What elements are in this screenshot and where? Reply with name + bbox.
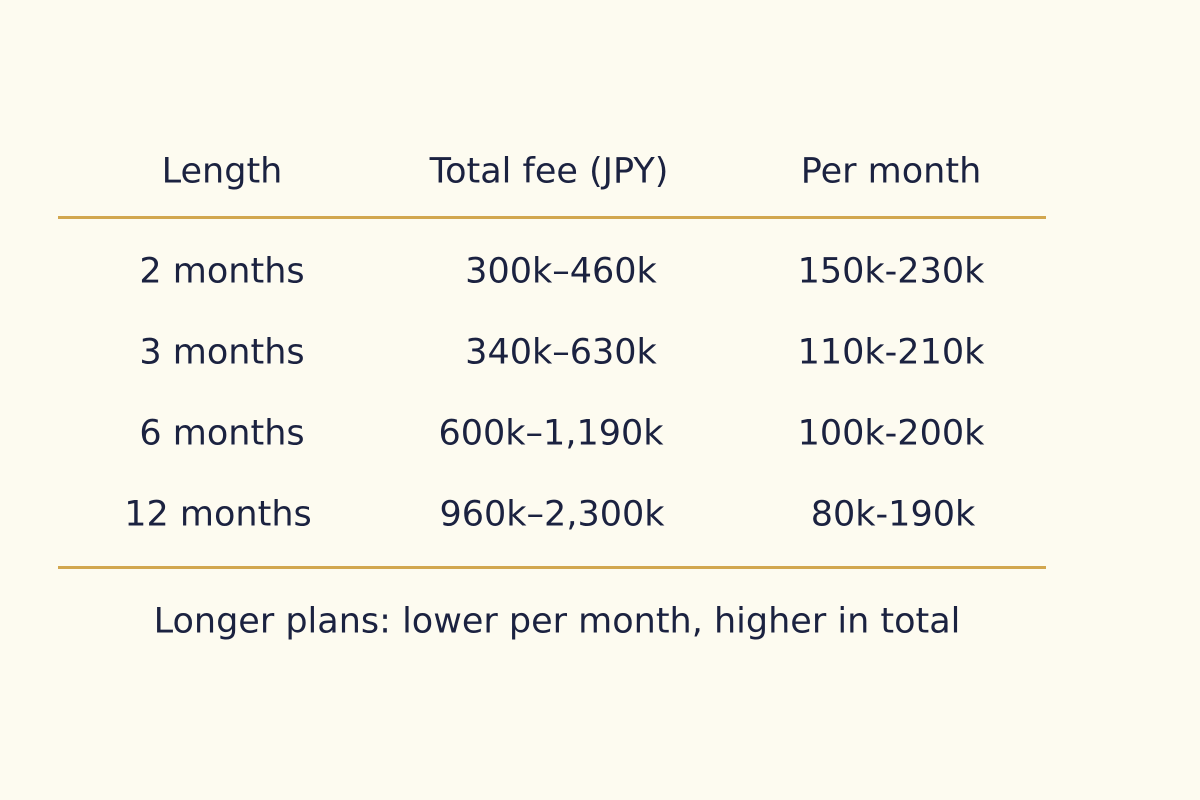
row-3-length: 6 months — [139, 413, 305, 454]
header-length: Length — [161, 151, 283, 192]
row-4-total-fee: 960k–2,300k — [439, 494, 665, 535]
footer-divider — [58, 566, 1046, 569]
row-4-per-month: 80k-190k — [810, 494, 976, 535]
row-3-per-month: 100k-200k — [797, 413, 985, 454]
fee-table: Length Total fee (JPY) Per month 2 month… — [58, 0, 1046, 800]
header-divider — [58, 216, 1046, 219]
row-1-length: 2 months — [139, 251, 305, 292]
summary-note: Longer plans: lower per month, higher in… — [153, 601, 961, 642]
row-2-length: 3 months — [139, 332, 305, 373]
row-2-total-fee: 340k–630k — [465, 332, 657, 373]
row-4-length: 12 months — [124, 494, 312, 535]
row-3-total-fee: 600k–1,190k — [438, 413, 664, 454]
header-per-month: Per month — [800, 151, 982, 192]
header-total-fee: Total fee (JPY) — [429, 151, 669, 192]
row-1-total-fee: 300k–460k — [465, 251, 657, 292]
row-2-per-month: 110k-210k — [797, 332, 985, 373]
row-1-per-month: 150k-230k — [797, 251, 985, 292]
